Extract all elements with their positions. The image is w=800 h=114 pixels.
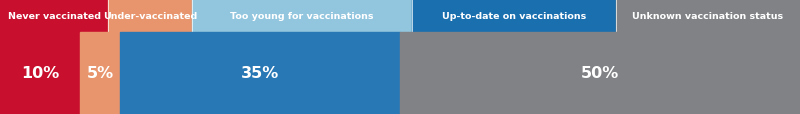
Bar [0,0,108,32]
Text: Never vaccinated: Never vaccinated [7,12,101,21]
Bar [108,0,192,32]
Text: 10%: 10% [21,66,59,81]
Text: 35%: 35% [241,66,279,81]
Bar [192,0,412,32]
Text: 5%: 5% [86,66,114,81]
Bar [400,32,800,114]
Text: Too young for vaccinations: Too young for vaccinations [230,12,374,21]
Bar [80,32,120,114]
Bar [616,0,800,32]
Bar [0,32,80,114]
Text: 50%: 50% [581,66,619,81]
Bar [120,32,400,114]
Text: Unknown vaccination status: Unknown vaccination status [633,12,783,21]
Text: Under-vaccinated: Under-vaccinated [103,12,197,21]
Bar [412,0,616,32]
Text: Up-to-date on vaccinations: Up-to-date on vaccinations [442,12,586,21]
